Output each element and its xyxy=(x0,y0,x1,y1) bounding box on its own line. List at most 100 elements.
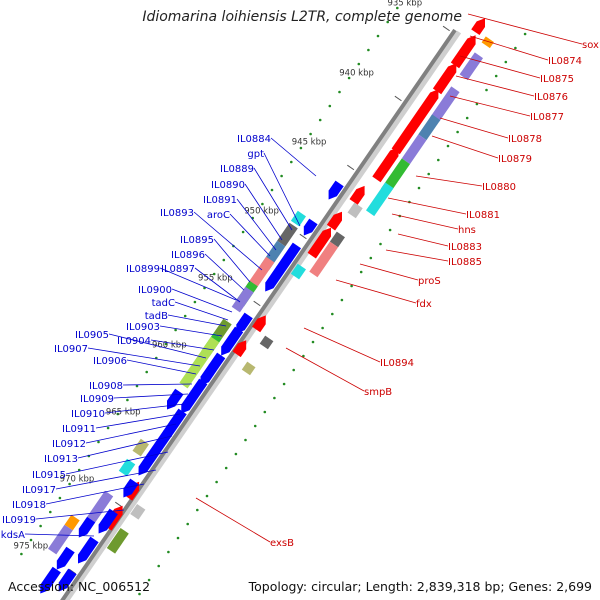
forward-gene-label[interactable]: IL0883 xyxy=(448,242,482,253)
reverse-gene-label[interactable]: IL0891 xyxy=(203,195,237,206)
outer-guide-dot xyxy=(456,130,459,134)
forward-gene-label[interactable]: IL0894 xyxy=(380,358,414,369)
backbone xyxy=(60,28,457,600)
tick-label: 960 kbp xyxy=(152,341,187,351)
reverse-gene xyxy=(277,222,298,247)
reverse-gene-label[interactable]: kdsA xyxy=(1,530,25,541)
forward-label-leader xyxy=(387,197,467,215)
reverse-gene-label[interactable]: IL0919 xyxy=(2,515,36,526)
outer-guide-dot xyxy=(196,508,199,512)
reverse-gene-label[interactable]: IL0899 xyxy=(126,264,160,275)
forward-gene xyxy=(366,182,394,217)
outer-guide-dot xyxy=(379,242,382,246)
inner-guide-dot xyxy=(116,412,120,416)
reverse-gene-label[interactable]: IL0908 xyxy=(89,381,123,392)
inner-guide-dot xyxy=(29,538,33,542)
reverse-label-leader xyxy=(108,333,207,359)
inner-guide-dot xyxy=(299,146,303,150)
reverse-gene-label[interactable]: IL0896 xyxy=(171,250,205,261)
reverse-gene-label[interactable]: IL0889 xyxy=(220,164,254,175)
forward-gene-label[interactable]: IL0885 xyxy=(448,257,482,268)
reverse-gene-label[interactable]: IL0906 xyxy=(93,356,127,367)
tick-label: 935 kbp xyxy=(387,0,422,9)
reverse-gene-label[interactable]: IL0912 xyxy=(52,439,86,450)
reverse-gene-label[interactable]: IL0911 xyxy=(62,424,96,435)
reverse-gene-label[interactable]: IL0918 xyxy=(12,500,46,511)
forward-gene-label[interactable]: IL0879 xyxy=(498,154,532,165)
forward-gene-label[interactable]: soxR_3 xyxy=(582,40,600,51)
forward-label-leader xyxy=(195,497,271,543)
reverse-label-leader xyxy=(65,451,169,475)
reverse-gene-label[interactable]: IL0917 xyxy=(22,485,56,496)
forward-label-leader xyxy=(385,249,449,262)
reverse-gene xyxy=(181,390,200,414)
reverse-gene-label[interactable]: IL0900 xyxy=(138,285,172,296)
reverse-gene-label[interactable]: IL0903 xyxy=(126,322,160,333)
reverse-gene-label[interactable]: IL0913 xyxy=(44,454,78,465)
forward-gene xyxy=(309,241,339,278)
reverse-gene-label[interactable]: IL0893 xyxy=(160,208,194,219)
forward-gene-label[interactable]: hns xyxy=(458,225,476,236)
forward-gene-label[interactable]: smpB xyxy=(364,387,392,398)
reverse-label-leader xyxy=(174,301,229,321)
reverse-gene-label[interactable]: IL0907 xyxy=(54,344,88,355)
reverse-gene-label[interactable]: IL0895 xyxy=(180,235,214,246)
reverse-gene-label[interactable]: IL0897 xyxy=(161,264,195,275)
forward-gene-label[interactable]: fdx xyxy=(416,299,432,310)
reverse-gene-label[interactable]: IL0909 xyxy=(80,394,114,405)
reverse-gene-label[interactable]: tadC xyxy=(152,298,175,309)
outer-guide-dot xyxy=(282,382,286,386)
reverse-gene-label[interactable]: aroC xyxy=(207,210,230,221)
reverse-gene-label[interactable]: tadB xyxy=(145,311,168,322)
reverse-label-leader xyxy=(55,469,157,490)
forward-gene-label[interactable]: exsB xyxy=(270,538,294,549)
forward-gene xyxy=(326,211,342,231)
tick-mark xyxy=(347,164,355,171)
reverse-gene-label[interactable]: IL0884 xyxy=(237,134,271,145)
forward-gene xyxy=(418,114,441,141)
outer-guide-dot xyxy=(157,564,160,568)
reverse-label-leader xyxy=(126,359,197,375)
reverse-gene xyxy=(290,210,306,227)
forward-gene xyxy=(290,263,306,280)
reverse-gene-label[interactable]: IL0915 xyxy=(32,470,66,481)
forward-gene-label[interactable]: proS xyxy=(418,276,441,287)
inner-guide-dot xyxy=(183,314,187,318)
inner-guide-dot xyxy=(222,258,226,262)
forward-label-leader xyxy=(285,347,365,392)
outer-guide-dot xyxy=(302,354,305,358)
outer-guide-dot xyxy=(427,172,431,176)
forward-label-leader xyxy=(455,75,535,97)
reverse-label-leader xyxy=(236,198,277,251)
forward-gene xyxy=(372,147,399,183)
outer-guide-dot xyxy=(244,438,247,442)
forward-gene-label[interactable]: IL0881 xyxy=(466,210,500,221)
forward-gene-label[interactable]: IL0876 xyxy=(534,92,568,103)
forward-gene xyxy=(391,117,420,155)
reverse-gene-label[interactable]: gpt xyxy=(247,149,264,160)
forward-gene-label[interactable]: IL0877 xyxy=(530,112,564,123)
inner-guide-dot xyxy=(367,48,370,52)
reverse-gene-label[interactable]: IL0910 xyxy=(71,409,105,420)
reverse-gene-label[interactable]: IL0905 xyxy=(75,330,109,341)
reverse-gene xyxy=(200,364,217,386)
inner-guide-dot xyxy=(270,188,274,192)
forward-gene-label[interactable]: IL0878 xyxy=(508,134,542,145)
outer-guide-dot xyxy=(475,102,479,106)
outer-guide-dot xyxy=(465,116,469,120)
tick-mark xyxy=(253,300,261,307)
reverse-label-leader xyxy=(263,152,301,227)
inner-guide-dot xyxy=(328,104,332,108)
forward-gene-label[interactable]: IL0880 xyxy=(482,182,516,193)
forward-gene-label[interactable]: IL0874 xyxy=(548,56,582,67)
reverse-gene-label[interactable]: IL0904 xyxy=(117,336,151,347)
reverse-label-leader xyxy=(150,339,215,351)
reverse-gene xyxy=(221,336,237,356)
reverse-label-leader xyxy=(113,393,189,399)
reverse-gene-label[interactable]: IL0890 xyxy=(211,180,245,191)
inner-guide-dot xyxy=(347,76,351,80)
reverse-label-leader xyxy=(244,183,283,241)
outer-guide-dot xyxy=(504,60,508,64)
outer-guide-dot xyxy=(388,228,392,232)
forward-gene-label[interactable]: IL0875 xyxy=(540,74,574,85)
